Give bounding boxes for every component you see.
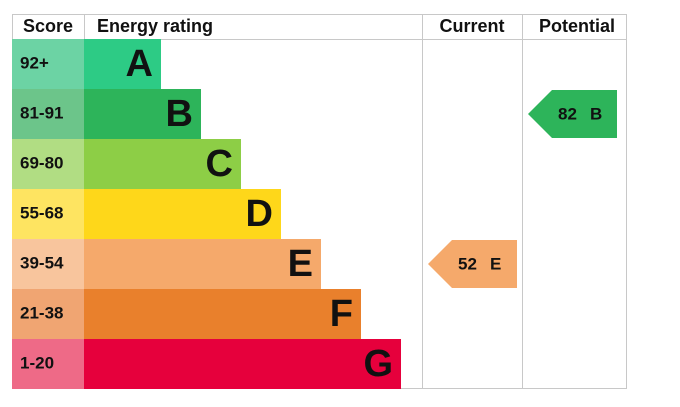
potential-value: 82: [558, 104, 577, 123]
current-arrow: [428, 240, 517, 288]
score-cell: [12, 189, 84, 239]
potential-arrow: [528, 90, 617, 138]
score-cell: [12, 89, 84, 139]
score-cell: [12, 139, 84, 189]
score-label: 21-38: [20, 303, 63, 322]
band-bar: [84, 139, 241, 189]
score-label: 81-91: [20, 103, 63, 122]
band-bar: [84, 239, 321, 289]
score-cell: [12, 289, 84, 339]
band-letter: B: [166, 93, 193, 135]
score-cell: [12, 239, 84, 289]
header-potential: Potential: [539, 16, 615, 36]
band-bar: [84, 339, 401, 389]
band-bar: [84, 89, 201, 139]
potential-rating: B: [590, 104, 602, 123]
score-label: 69-80: [20, 153, 63, 172]
band-letter: C: [206, 143, 233, 185]
band-letter: F: [330, 293, 353, 335]
score-label: 39-54: [20, 253, 64, 272]
band-letter: E: [288, 243, 313, 285]
header-score: Score: [23, 16, 73, 36]
header-rating: Energy rating: [97, 16, 213, 36]
score-cell: [12, 339, 84, 389]
current-rating: E: [490, 254, 501, 273]
score-cell: [12, 39, 84, 89]
band-bar: [84, 289, 361, 339]
band-bar: [84, 39, 161, 89]
score-label: 55-68: [20, 203, 63, 222]
header-current: Current: [439, 16, 504, 36]
band-bar: [84, 189, 281, 239]
current-value: 52: [458, 254, 477, 273]
band-letter: D: [246, 193, 273, 235]
band-letter: A: [126, 43, 153, 85]
score-label: 1-20: [20, 353, 54, 372]
score-label: 92+: [20, 53, 49, 72]
band-letter: G: [363, 343, 393, 385]
